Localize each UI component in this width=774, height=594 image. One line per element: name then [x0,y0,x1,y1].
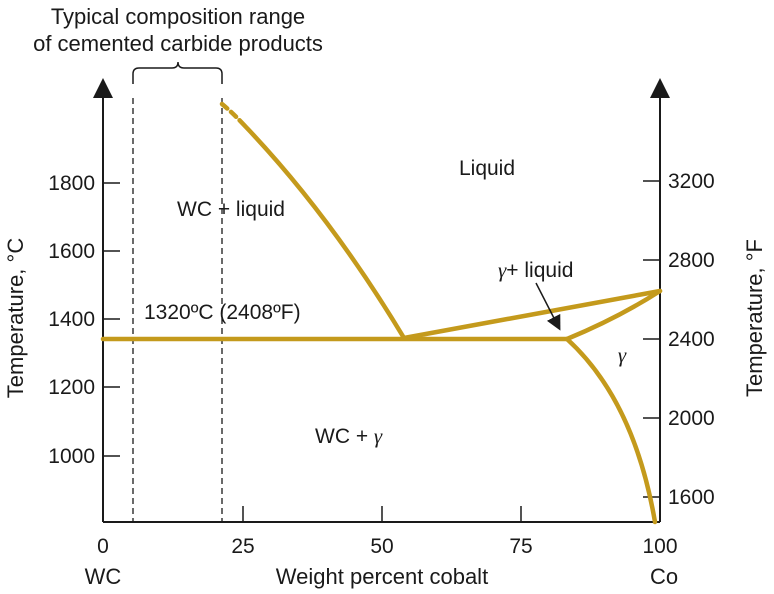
gamma-liquid-symbol: γ [498,258,507,282]
gamma-region-label: γ [618,343,627,367]
left-tick-label: 1800 [48,172,95,195]
x-axis-left-end-label: WC [85,564,122,589]
caption-line-1: Typical composition range [51,4,305,29]
left-y-axis-title: Temperature, °C [3,238,28,399]
left-tick-label: 1600 [48,240,95,263]
wc-gamma-symbol: γ [374,424,383,448]
liquidus-dashed-segment [219,101,248,129]
liquid-region-label: Liquid [459,157,515,180]
right-tick-label: 1600 [668,486,715,509]
right-tick-label: 2400 [668,328,715,351]
wc-liquid-region-label: WC + liquid [177,198,285,221]
gamma-liquidus-line [401,288,663,341]
left-tick-label: 1200 [48,376,95,399]
x-axis-ticks [242,506,522,522]
x-tick-label: 75 [509,535,532,558]
x-tick-label: 100 [642,535,677,558]
left-tick-label: 1000 [48,445,95,468]
x-tick-label: 0 [97,535,109,558]
x-axis-right-end-label: Co [650,564,678,589]
right-y-axis-title: Temperature, °F [742,239,767,397]
eutectic-label: 1320ºC (2408ºF) [144,301,301,324]
x-axis-title: Weight percent cobalt [276,564,488,589]
x-tick-label: 25 [231,535,254,558]
gamma-liquid-label: γ+ liquid [498,258,573,282]
gamma-liquid-pointer [535,282,561,331]
wc-gamma-region-label: WC + γ [315,424,383,448]
left-tick-label: 1400 [48,308,95,331]
gamma-solidus-line [564,288,663,342]
composition-range-brace [132,61,223,84]
right-tick-label: 3200 [668,170,715,193]
x-tick-label: 50 [370,535,393,558]
wc-gamma-text: WC + [315,425,374,448]
right-tick-label: 2000 [668,407,715,430]
left-axis-ticks [103,182,120,457]
phase-boundaries [100,101,663,525]
gamma-solvus-line [564,336,658,525]
gamma-liquid-text: + liquid [506,259,573,282]
wc-liquidus-line [242,123,407,341]
caption-line-2: of cemented carbide products [33,31,323,56]
right-tick-label: 2800 [668,249,715,272]
right-axis-ticks [643,180,660,498]
